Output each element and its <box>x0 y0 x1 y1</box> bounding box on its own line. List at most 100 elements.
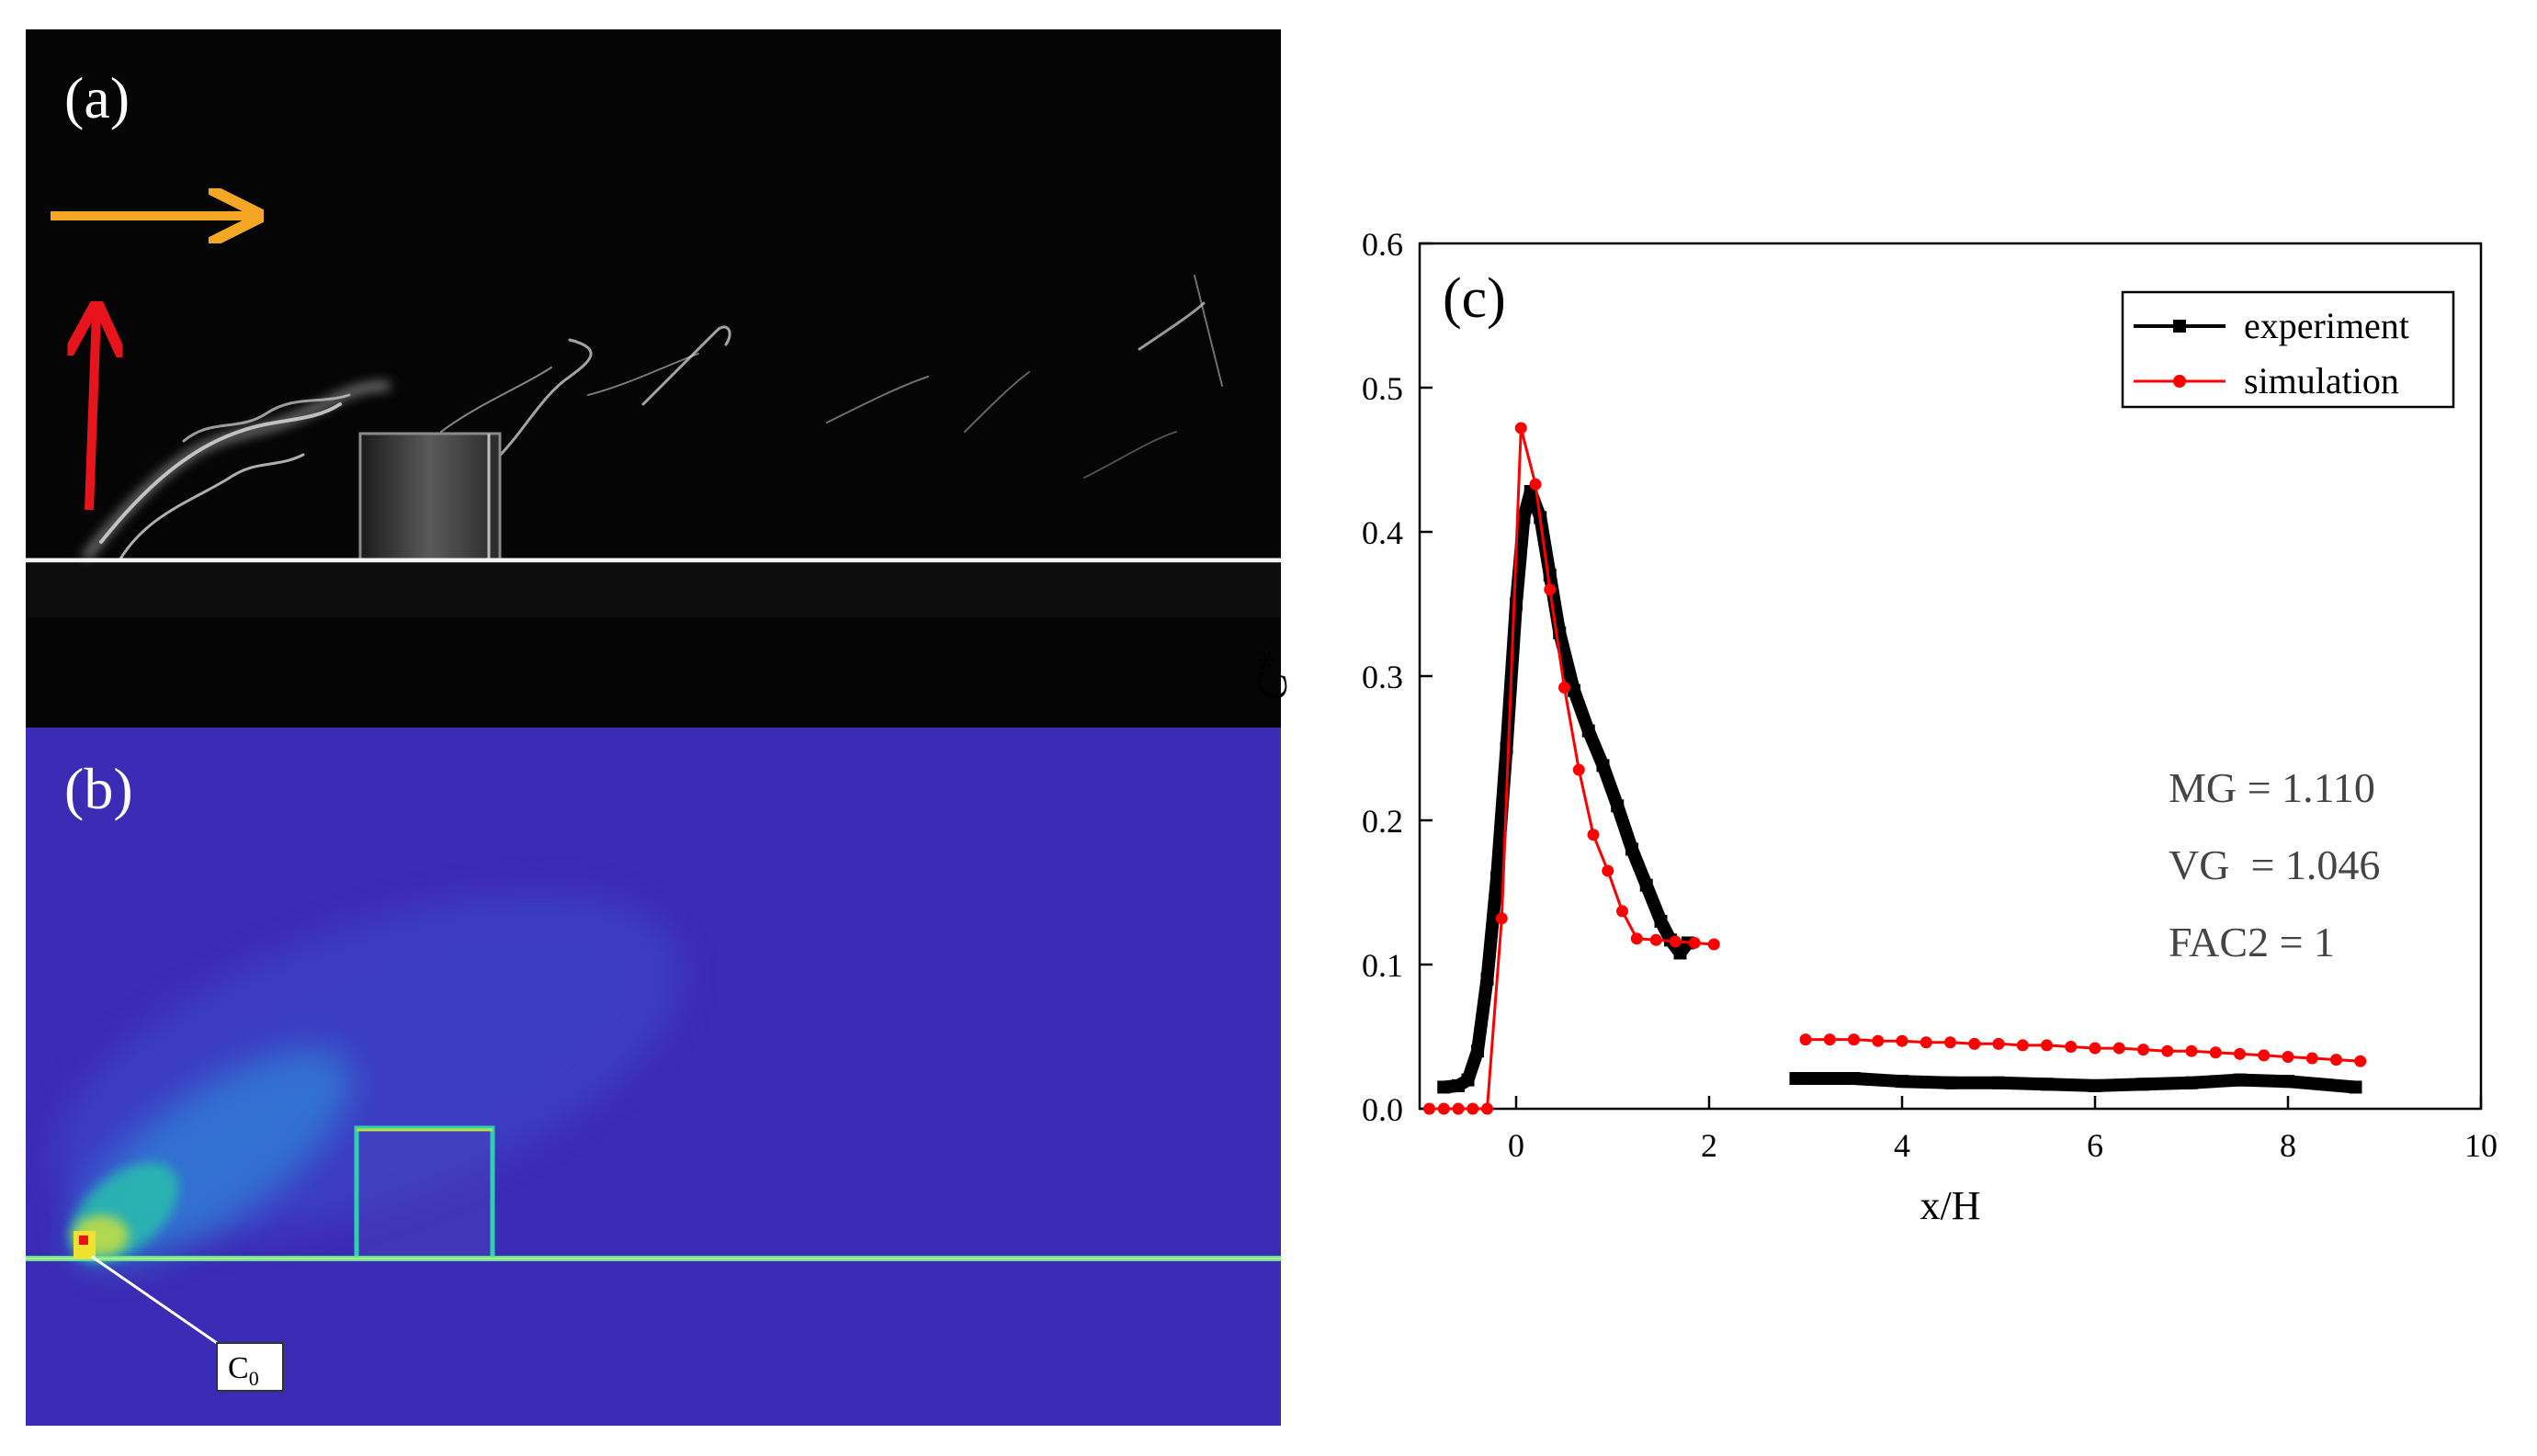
experiment-point <box>2089 1078 2101 1092</box>
x-tick-label: 2 <box>1701 1127 1717 1164</box>
simulation-point <box>1529 478 1542 491</box>
panel-c-label: (c) <box>1443 267 1506 330</box>
simulation-point <box>2282 1050 2294 1063</box>
experiment-point <box>1896 1075 1908 1089</box>
c0-label-box <box>216 1342 284 1392</box>
x-tick-label: 6 <box>2087 1127 2103 1164</box>
smoke-plume <box>83 275 1223 562</box>
legend-box <box>2121 290 2455 409</box>
experiment-point <box>1581 724 1595 738</box>
simulation-point <box>1558 682 1570 694</box>
y-tick-label: 0.2 <box>1362 803 1403 840</box>
simulation-point <box>1572 763 1585 776</box>
plume-glow <box>52 893 683 1267</box>
metric-annotation: FAC2 = 1 <box>2169 919 2335 965</box>
y-tick-label: 0.1 <box>1362 947 1403 984</box>
experiment-line <box>1795 1072 2357 1094</box>
panel-c-chart: 0.0 0.1 0.2 0.3 0.4 0.5 0.6 0 2 4 6 8 10 (c) x/H C*… <box>1249 226 2497 1228</box>
simulation-point <box>2354 1055 2367 1067</box>
experiment-point <box>1490 871 1503 885</box>
experiment-point <box>2233 1073 2247 1087</box>
simulation-point <box>1688 936 1701 949</box>
y-tick-label: 0.3 <box>1362 659 1403 695</box>
c0-label: C0 <box>228 1351 259 1390</box>
simulation-point <box>1707 938 1720 951</box>
simulation-point <box>2041 1039 2053 1052</box>
simulation-point <box>2089 1042 2101 1055</box>
simulation-point <box>2209 1046 2222 1059</box>
simulation-point <box>1481 1102 1493 1115</box>
simulation-point <box>1872 1034 1885 1047</box>
simulation-point <box>2161 1044 2174 1057</box>
simulation-point <box>2258 1049 2271 1062</box>
simulation-point <box>2330 1054 2342 1067</box>
experiment-point <box>2185 1076 2198 1089</box>
x-tick-label: 10 <box>2464 1127 2497 1164</box>
simulation-point <box>1968 1037 1981 1050</box>
experiment-point <box>1500 741 1513 755</box>
simulation-point <box>1452 1102 1465 1115</box>
legend-label-simulation: simulation <box>2244 360 2399 401</box>
simulation-point <box>1823 1033 1836 1046</box>
glass-box-obstacle <box>358 432 502 562</box>
y-tick-label: 0.6 <box>1362 226 1403 263</box>
simulation-point <box>1848 1033 1860 1046</box>
experiment-point <box>1625 842 1638 856</box>
simulation-point <box>2234 1047 2246 1060</box>
simulation-point <box>2137 1044 2149 1056</box>
experiment-point <box>1480 972 1494 986</box>
experiment-point <box>1510 597 1523 611</box>
panel-a-background <box>26 29 1281 728</box>
simulation-point <box>1669 935 1682 948</box>
panel-b-label: (b) <box>64 756 133 821</box>
y-tick-label: 0.0 <box>1362 1091 1403 1128</box>
simulation-point <box>2016 1039 2029 1052</box>
simulation-point <box>1896 1034 1908 1047</box>
c0-marker <box>79 1236 88 1245</box>
experiment-point <box>2282 1075 2294 1089</box>
simulation-point <box>2112 1042 2125 1055</box>
experiment-point <box>1639 878 1653 892</box>
experiment-point <box>1568 683 1580 697</box>
y-axis: 0.0 0.1 0.2 0.3 0.4 0.5 0.6 <box>1362 226 1433 1128</box>
experiment-point <box>1471 1044 1484 1058</box>
simulation-point <box>1630 932 1643 945</box>
simulation-point <box>2185 1044 2198 1057</box>
experiment-point <box>1673 946 1687 960</box>
experiment-point <box>2349 1080 2362 1094</box>
simulation-point <box>2065 1040 2078 1053</box>
simulation-point <box>1920 1036 1932 1049</box>
experiment-point <box>2040 1078 2054 1091</box>
y-axis-label: C* <box>1249 651 1296 701</box>
x-tick-label: 4 <box>1894 1127 1910 1164</box>
x-axis: 0 2 4 6 8 10 <box>1508 1096 2497 1164</box>
experiment-point <box>1611 799 1625 813</box>
experiment-point <box>1992 1076 2005 1089</box>
x-tick-label: 0 <box>1508 1127 1524 1164</box>
series-layer <box>1423 422 2367 1115</box>
metric-annotation: VG = 1.046 <box>2169 841 2380 888</box>
legend-marker-simulation <box>2173 375 2186 388</box>
experiment-point <box>1437 1080 1451 1094</box>
simulation-point <box>1992 1037 2005 1050</box>
x-axis-label: x/H <box>1920 1183 1981 1228</box>
experiment-point <box>1596 759 1610 773</box>
metric-annotation: MG = 1.110 <box>2169 764 2375 811</box>
simulation-point <box>1587 829 1600 841</box>
experiment-point <box>1847 1072 1861 1086</box>
panel-a-smoke-photo: (a) <box>26 29 1281 728</box>
simulation-point <box>1437 1102 1450 1115</box>
jet-direction-arrow-icon <box>89 312 96 511</box>
box-outline <box>354 1125 495 1261</box>
panel-b-concentration-field: C0 (b) <box>26 728 1281 1426</box>
y-tick-label: 0.5 <box>1362 370 1403 407</box>
series-experiment <box>1437 485 2362 1094</box>
simulation-point <box>1467 1102 1479 1115</box>
metrics-annotations: MG = 1.110 VG = 1.046 FAC2 = 1 <box>2169 764 2380 965</box>
series-simulation <box>1423 422 2367 1115</box>
experiment-point <box>2136 1078 2150 1091</box>
experiment-point <box>1943 1076 1957 1089</box>
simulation-point <box>1944 1036 1956 1049</box>
experiment-point <box>1654 914 1668 928</box>
